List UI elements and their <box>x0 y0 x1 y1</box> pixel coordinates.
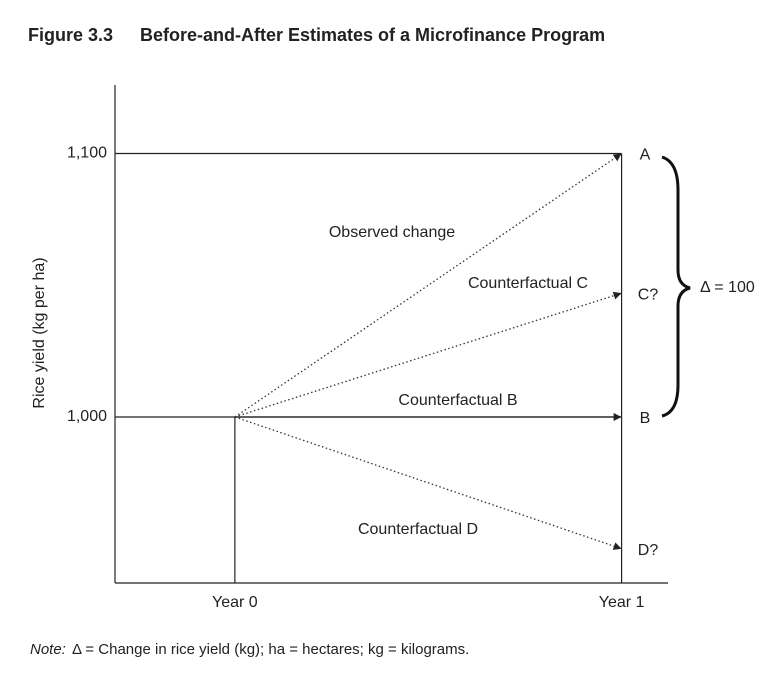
series-label: Observed change <box>329 224 455 241</box>
brace-label: Δ = 100 <box>700 279 755 296</box>
y-axis-title: Rice yield (kg per ha) <box>31 257 48 408</box>
note: Δ = Change in rice yield (kg); ha = hect… <box>72 641 469 658</box>
brace <box>661 155 691 418</box>
y-tick-label: 1,100 <box>67 145 107 162</box>
end-label: A <box>640 147 651 164</box>
end-label: D? <box>638 542 659 559</box>
chart-title: Before-and-After Estimates of a Microfin… <box>140 25 605 45</box>
x-tick-label: Year 1 <box>599 594 645 611</box>
x-tick-label: Year 0 <box>212 594 258 611</box>
series-label: Counterfactual B <box>398 392 517 409</box>
end-label: B <box>640 410 651 427</box>
series-label: Counterfactual D <box>358 521 478 538</box>
y-tick-label: 1,000 <box>67 408 107 425</box>
note-prefix: Note: <box>30 641 66 658</box>
series-label: Counterfactual C <box>468 275 588 292</box>
series-line <box>234 416 622 550</box>
end-label: C? <box>638 286 659 303</box>
figure-label: Figure 3.3 <box>28 25 113 45</box>
